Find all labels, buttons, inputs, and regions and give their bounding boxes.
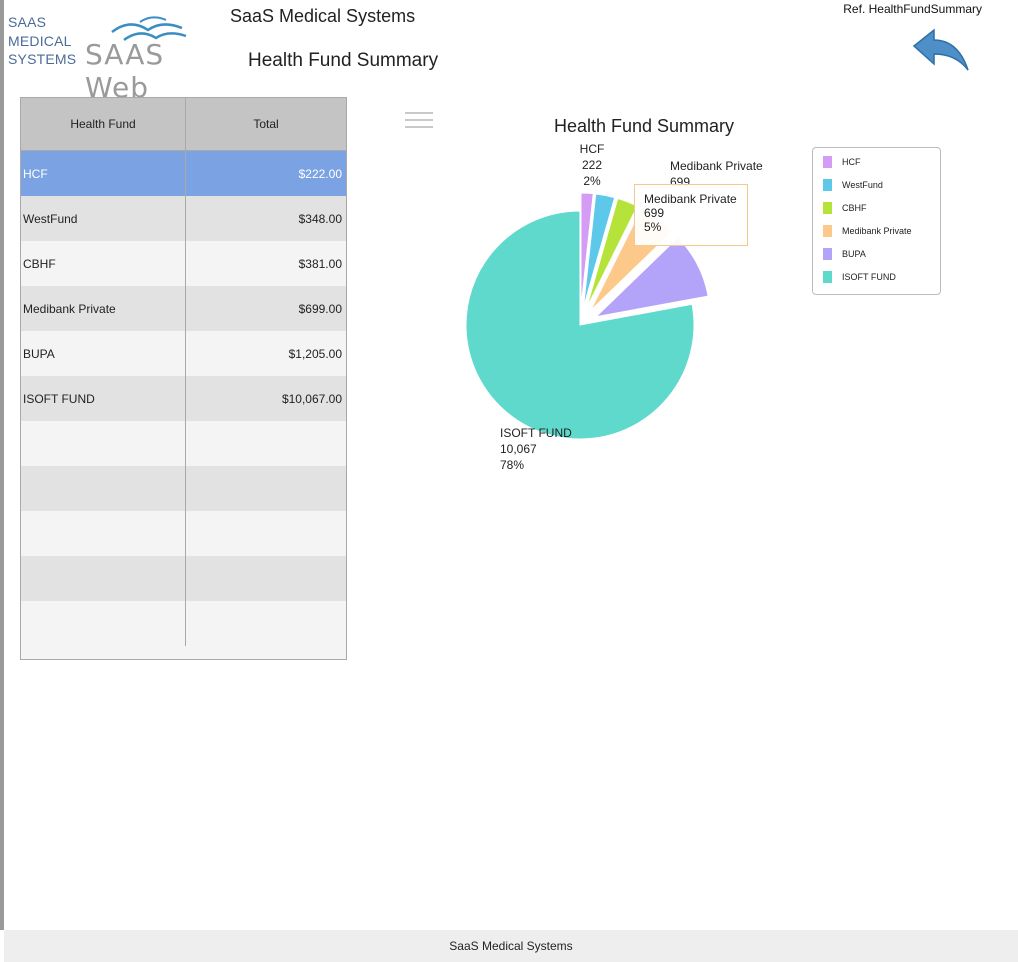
table-row[interactable]: BUPA $1,205.00 bbox=[21, 331, 346, 376]
chart-title: Health Fund Summary bbox=[554, 116, 734, 136]
table-row[interactable]: Medibank Private $699.00 bbox=[21, 286, 346, 331]
menu-line bbox=[405, 126, 433, 128]
ref-label: Ref. HealthFundSummary bbox=[843, 2, 982, 16]
legend-item[interactable]: Medibank Private bbox=[823, 223, 912, 239]
legend-item[interactable]: WestFund bbox=[823, 177, 883, 193]
legend-item[interactable]: CBHF bbox=[823, 200, 867, 216]
legend-item[interactable]: HCF bbox=[823, 154, 861, 170]
legend-swatch bbox=[823, 225, 832, 237]
data-label-isoft-value: 10,067 bbox=[500, 442, 537, 456]
app-name: SaaS Medical Systems bbox=[230, 6, 416, 26]
cell-total: $1,205.00 bbox=[288, 346, 342, 361]
legend-item[interactable]: BUPA bbox=[823, 246, 866, 262]
legend-item[interactable]: ISOFT FUND bbox=[823, 269, 896, 285]
chart-tooltip: Medibank Private 699 5% bbox=[634, 184, 748, 246]
health-fund-grid: Health Fund Total HCF $222.00 WestFund $348… bbox=[20, 97, 347, 660]
cell-total: $381.00 bbox=[298, 256, 342, 271]
cell-health-fund: CBHF bbox=[21, 241, 186, 286]
footer: SaaS Medical Systems bbox=[4, 930, 1018, 962]
table-row[interactable]: ISOFT FUND $10,067.00 bbox=[21, 376, 346, 421]
cell-total bbox=[186, 601, 346, 646]
data-label-isoft: ISOFT FUND 10,067 78% bbox=[500, 426, 572, 472]
cell-total bbox=[186, 556, 346, 601]
cell-health-fund: ISOFT FUND bbox=[21, 376, 186, 421]
data-label-hcf-name: HCF bbox=[580, 142, 605, 156]
pie-slice-hcf[interactable] bbox=[580, 192, 594, 308]
legend-label: WestFund bbox=[842, 180, 883, 190]
cell-total bbox=[186, 466, 346, 511]
tooltip-name: Medibank Private bbox=[644, 192, 737, 206]
chart-legend: HCF WestFund CBHF Medibank Private BUPA ISOFT… bbox=[812, 147, 941, 295]
cell-total: $699.00 bbox=[298, 301, 342, 316]
cell-health-fund bbox=[21, 601, 186, 646]
legend-label: CBHF bbox=[842, 203, 867, 213]
cell-health-fund: Medibank Private bbox=[21, 286, 186, 331]
footer-text: SaaS Medical Systems bbox=[449, 939, 573, 953]
column-header-total[interactable]: Total bbox=[253, 117, 279, 131]
data-label-hcf-value: 222 bbox=[582, 158, 602, 172]
logo-text-line-2: MEDICAL bbox=[8, 33, 72, 49]
cell-total bbox=[186, 421, 346, 466]
logo-text-line-3: SYSTEMS bbox=[8, 51, 77, 67]
page-title: Health Fund Summary bbox=[248, 50, 439, 71]
legend-label: HCF bbox=[842, 157, 861, 167]
menu-line bbox=[405, 119, 433, 121]
menu-line bbox=[405, 112, 433, 114]
saas-logo: SAAS MEDICAL SYSTEMS SAAS Web bbox=[5, 5, 223, 104]
tooltip-value: 699 bbox=[644, 206, 665, 220]
cell-total: $10,067.00 bbox=[281, 391, 342, 406]
cell-total bbox=[186, 511, 346, 556]
legend-label: Medibank Private bbox=[842, 226, 912, 236]
legend-label: ISOFT FUND bbox=[842, 272, 896, 282]
legend-swatch bbox=[823, 156, 832, 168]
legend-swatch bbox=[823, 179, 832, 191]
tooltip-percent: 5% bbox=[644, 220, 662, 234]
table-row[interactable]: HCF $222.00 bbox=[21, 151, 346, 196]
data-label-isoft-percent: 78% bbox=[500, 458, 524, 472]
pie-slice-isoft-fund[interactable] bbox=[465, 210, 695, 440]
data-label-hcf-percent: 2% bbox=[583, 174, 601, 188]
grid-header: Health Fund Total bbox=[21, 98, 346, 151]
pie-slice-westfund[interactable] bbox=[582, 193, 616, 308]
empty-table-row bbox=[21, 601, 346, 646]
logo-text-line-1: SAAS bbox=[8, 14, 47, 30]
cell-total: $348.00 bbox=[298, 211, 342, 226]
data-label-medibank-name: Medibank Private bbox=[670, 159, 763, 173]
logo-birds-icon bbox=[111, 16, 187, 42]
cell-total: $222.00 bbox=[298, 166, 342, 181]
logo-title: SAAS Web bbox=[85, 38, 165, 104]
legend-swatch bbox=[823, 248, 832, 260]
data-label-hcf: HCF 222 2% bbox=[580, 142, 605, 188]
table-row[interactable]: WestFund $348.00 bbox=[21, 196, 346, 241]
empty-table-row bbox=[21, 466, 346, 511]
cell-health-fund bbox=[21, 466, 186, 511]
empty-table-row bbox=[21, 511, 346, 556]
grid-body: HCF $222.00 WestFund $348.00 CBHF $381.00 Medi… bbox=[21, 151, 346, 646]
empty-table-row bbox=[21, 421, 346, 466]
cell-health-fund bbox=[21, 556, 186, 601]
legend-label: BUPA bbox=[842, 249, 866, 259]
legend-swatch bbox=[823, 271, 832, 283]
cell-health-fund: BUPA bbox=[21, 331, 186, 376]
cell-health-fund bbox=[21, 421, 186, 466]
empty-table-row bbox=[21, 556, 346, 601]
back-arrow-icon[interactable] bbox=[912, 28, 970, 74]
cell-health-fund bbox=[21, 511, 186, 556]
table-row[interactable]: CBHF $381.00 bbox=[21, 241, 346, 286]
data-label-isoft-name: ISOFT FUND bbox=[500, 426, 572, 440]
left-border bbox=[0, 0, 4, 930]
legend-swatch bbox=[823, 202, 832, 214]
cell-health-fund: WestFund bbox=[21, 196, 186, 241]
column-header-health-fund[interactable]: Health Fund bbox=[21, 98, 186, 150]
cell-health-fund: HCF bbox=[21, 151, 186, 196]
chart-menu-icon[interactable] bbox=[405, 112, 433, 132]
